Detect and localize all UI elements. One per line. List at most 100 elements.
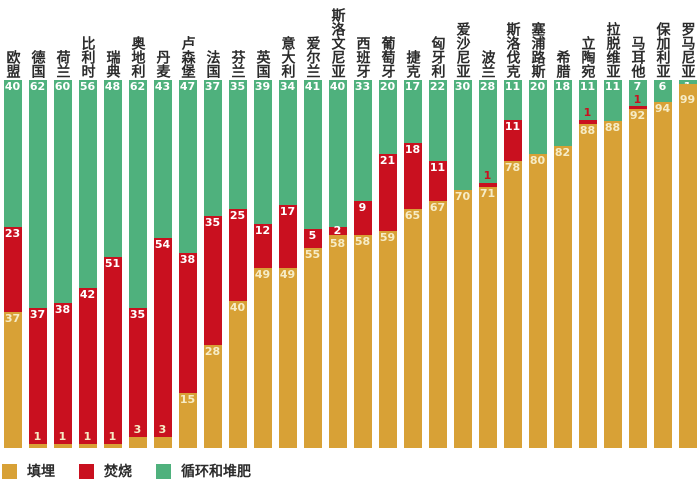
bar-column: 43 54 3 (150, 80, 175, 448)
segment-填埋 (678, 83, 697, 448)
bar-丹麦: 43 54 3 (153, 80, 172, 448)
segment-焚烧 (178, 252, 197, 393)
category-label: 爱沙尼亚 (454, 22, 471, 78)
bar-马耳他: 7 1 92 (628, 80, 647, 448)
bar-拉脱维亚: 11 88 (603, 80, 622, 448)
bar-column: 11 1 88 (575, 80, 600, 448)
segment-填埋 (253, 267, 272, 448)
bar-column: 11 11 78 (500, 80, 525, 448)
category-label-col: 法国 (200, 50, 225, 80)
category-label-col: 匈牙利 (425, 36, 450, 80)
category-label-col: 英国 (250, 50, 275, 80)
category-label: 斯洛伐克 (504, 22, 521, 78)
category-label-col: 塞浦路斯 (525, 22, 550, 80)
segment-填埋 (428, 201, 447, 448)
category-label-col: 立陶宛 (575, 36, 600, 80)
segment-焚烧 (428, 160, 447, 202)
segment-焚烧 (153, 238, 172, 437)
segment-焚烧 (378, 153, 397, 231)
bar-罗马尼亚: 199 (678, 80, 697, 448)
bar-比利时: 56 42 1 (78, 80, 97, 448)
segment-填埋 (3, 311, 22, 448)
bar-立陶宛: 11 1 88 (578, 80, 597, 448)
segment-循环和堆肥 (378, 80, 397, 154)
segment-循环和堆肥 (553, 80, 572, 147)
category-label: 希腊 (554, 50, 571, 78)
segment-循环和堆肥 (453, 80, 472, 191)
segment-循环和堆肥 (28, 80, 47, 309)
category-label: 比利时 (79, 36, 96, 78)
bar-column: 62 35 3 (125, 80, 150, 448)
segment-循环和堆肥 (403, 80, 422, 143)
segment-循环和堆肥 (628, 80, 647, 106)
category-label-col: 德国 (25, 50, 50, 80)
segment-循环和堆肥 (353, 80, 372, 202)
category-label: 荷兰 (54, 50, 71, 78)
legend-item-recycling: 循环和堆肥 (156, 461, 251, 481)
landfill-swatch (2, 463, 17, 479)
category-label: 罗马尼亚 (679, 22, 696, 78)
segment-焚烧 (278, 205, 297, 268)
segment-焚烧 (78, 288, 97, 445)
segment-循环和堆肥 (678, 80, 697, 84)
bar-爱沙尼亚: 30 70 (453, 80, 472, 448)
bars-area: 40 23 37 62 37 1 60 38 1 56 42 1 48 51 1 62 35 3 43 54 3 47 38… (0, 80, 700, 448)
category-label: 芬兰 (229, 50, 246, 78)
bar-column: 18 82 (550, 80, 575, 448)
bar-column: 33 9 58 (350, 80, 375, 448)
bar-column: 56 42 1 (75, 80, 100, 448)
bar-斯洛伐克: 11 11 78 (503, 80, 522, 448)
bar-卢森堡: 47 38 15 (178, 80, 197, 448)
bar-瑞典: 48 51 1 (103, 80, 122, 448)
segment-循环和堆肥 (228, 80, 247, 209)
category-label-col: 希腊 (550, 50, 575, 80)
segment-焚烧 (353, 201, 372, 235)
category-label: 意大利 (279, 36, 296, 78)
segment-循环和堆肥 (153, 80, 172, 239)
segment-填埋 (203, 344, 222, 448)
category-label-col: 卢森堡 (175, 36, 200, 80)
legend-item-incineration: 焚烧 (79, 461, 132, 481)
bar-column: 20 21 59 (375, 80, 400, 448)
category-labels-row: 欧盟 德国 荷兰 比利时 瑞典 奥地利 丹麦 卢森堡 法国 芬兰 英国 意大利 爱尔兰 斯洛文尼亚 西班牙葡… (0, 0, 700, 80)
bar-column: 34 17 49 (275, 80, 300, 448)
category-label: 保加利亚 (654, 22, 671, 78)
segment-填埋 (153, 436, 172, 448)
bar-保加利亚: 6 94 (653, 80, 672, 448)
segment-循环和堆肥 (178, 80, 197, 253)
category-label-col: 葡萄牙 (375, 36, 400, 80)
category-label: 德国 (29, 50, 46, 78)
bar-column: 11 88 (600, 80, 625, 448)
category-label: 英国 (254, 50, 271, 78)
category-label: 法国 (204, 50, 221, 78)
segment-填埋 (503, 160, 522, 448)
category-label-col: 马耳他 (625, 36, 650, 80)
bar-英国: 39 12 49 (253, 80, 272, 448)
segment-焚烧 (628, 105, 647, 110)
bar-匈牙利: 22 11 67 (428, 80, 447, 448)
bar-捷克: 17 18 65 (403, 80, 422, 448)
bar-column: 40 2 58 (325, 80, 350, 448)
legend-label-landfill: 填埋 (27, 464, 55, 480)
segment-循环和堆肥 (53, 80, 72, 304)
segment-循环和堆肥 (253, 80, 272, 224)
category-label-col: 捷克 (400, 50, 425, 80)
category-label: 斯洛文尼亚 (329, 8, 346, 78)
segment-焚烧 (403, 142, 422, 209)
bar-葡萄牙: 20 21 59 (378, 80, 397, 448)
bar-爱尔兰: 41 5 55 (303, 80, 322, 448)
bar-column: 20 80 (525, 80, 550, 448)
segment-填埋 (353, 234, 372, 448)
category-label: 塞浦路斯 (529, 22, 546, 78)
category-label: 卢森堡 (179, 36, 196, 78)
bar-column: 35 25 40 (225, 80, 250, 448)
segment-循环和堆肥 (653, 80, 672, 103)
segment-循环和堆肥 (303, 80, 322, 230)
bar-塞浦路斯: 20 80 (528, 80, 547, 448)
bar-芬兰: 35 25 40 (228, 80, 247, 448)
segment-循环和堆肥 (603, 80, 622, 121)
category-label-col: 荷兰 (50, 50, 75, 80)
segment-填埋 (228, 300, 247, 448)
category-label-col: 瑞典 (100, 50, 125, 80)
